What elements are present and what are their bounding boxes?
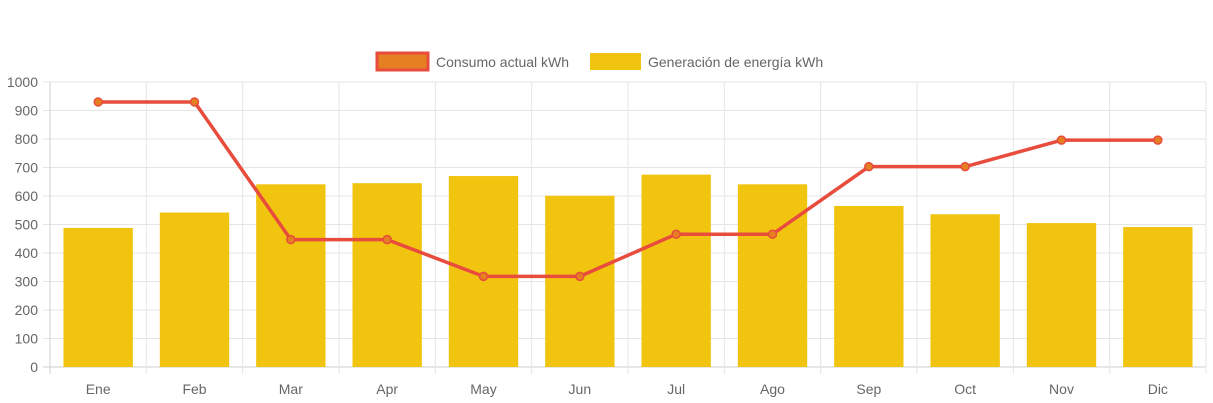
grid bbox=[43, 81, 1207, 374]
legend: Consumo actual kWh Generación de energía… bbox=[375, 51, 823, 72]
bar-generacion[interactable] bbox=[1123, 227, 1193, 367]
y-tick-label: 100 bbox=[15, 331, 39, 347]
line-layer bbox=[93, 97, 1163, 282]
y-tick-label: 1000 bbox=[7, 74, 38, 90]
y-tick-label: 800 bbox=[15, 131, 39, 147]
bar-generacion[interactable] bbox=[834, 205, 904, 367]
x-tick-label: Oct bbox=[954, 381, 976, 397]
point-consumo[interactable] bbox=[1153, 135, 1163, 145]
x-tick-label: Feb bbox=[182, 381, 206, 397]
bars bbox=[63, 174, 1193, 367]
y-tick-label: 400 bbox=[15, 245, 39, 261]
bar-generacion[interactable] bbox=[1026, 223, 1097, 367]
point-consumo[interactable] bbox=[767, 229, 778, 239]
point-consumo[interactable] bbox=[960, 161, 970, 172]
point-consumo[interactable] bbox=[1056, 135, 1067, 145]
bar-generacion[interactable] bbox=[737, 184, 808, 367]
x-tick-label: Mar bbox=[279, 381, 303, 397]
x-tick-label: Jun bbox=[569, 381, 592, 397]
y-tick-label: 300 bbox=[15, 274, 39, 290]
legend-label-generacion: Generación de energía kWh bbox=[648, 54, 823, 70]
point-consumo[interactable] bbox=[864, 161, 874, 172]
x-tick-label: Ene bbox=[86, 381, 111, 397]
bar-generacion[interactable] bbox=[930, 214, 1000, 367]
line-consumo bbox=[98, 100, 1158, 279]
legend-item-consumo[interactable]: Consumo actual kWh bbox=[375, 51, 569, 72]
y-tick-label: 200 bbox=[15, 302, 39, 318]
point-consumo[interactable] bbox=[478, 271, 489, 282]
y-tick-label: 700 bbox=[15, 160, 39, 176]
bar-generacion[interactable] bbox=[352, 183, 422, 367]
legend-swatch-generacion bbox=[590, 53, 641, 70]
point-consumo[interactable] bbox=[286, 234, 296, 245]
x-tick-label: Ago bbox=[760, 381, 785, 397]
x-tick-label: Nov bbox=[1049, 381, 1074, 397]
bar-generacion[interactable] bbox=[63, 227, 133, 367]
y-tick-label: 500 bbox=[15, 217, 39, 233]
x-tick-label: Apr bbox=[376, 381, 398, 397]
y-tick-label: 0 bbox=[30, 359, 38, 375]
x-tick-label: Sep bbox=[856, 381, 881, 397]
y-tick-label: 900 bbox=[15, 103, 39, 119]
x-tick-label: Jul bbox=[667, 381, 685, 397]
legend-label-consumo: Consumo actual kWh bbox=[436, 54, 569, 70]
x-tick-label: May bbox=[470, 381, 496, 397]
y-tick-label: 600 bbox=[15, 188, 39, 204]
point-consumo[interactable] bbox=[382, 234, 392, 245]
bar-generacion[interactable] bbox=[641, 174, 711, 367]
legend-swatch-consumo bbox=[375, 51, 430, 72]
legend-item-generacion[interactable]: Generación de energía kWh bbox=[590, 53, 823, 70]
bar-generacion[interactable] bbox=[545, 195, 615, 367]
axes: 0 100 200 300 400 500 600 700 800 900 1000 Ene Feb Ma… bbox=[7, 74, 1168, 397]
point-consumo[interactable] bbox=[93, 97, 103, 107]
point-consumo[interactable] bbox=[575, 271, 585, 282]
point-consumo[interactable] bbox=[671, 229, 681, 239]
bar-generacion[interactable] bbox=[448, 176, 519, 367]
point-consumo[interactable] bbox=[189, 97, 200, 107]
x-tick-label: Dic bbox=[1148, 381, 1168, 397]
bar-generacion[interactable] bbox=[159, 212, 230, 367]
bar-generacion[interactable] bbox=[256, 184, 326, 367]
